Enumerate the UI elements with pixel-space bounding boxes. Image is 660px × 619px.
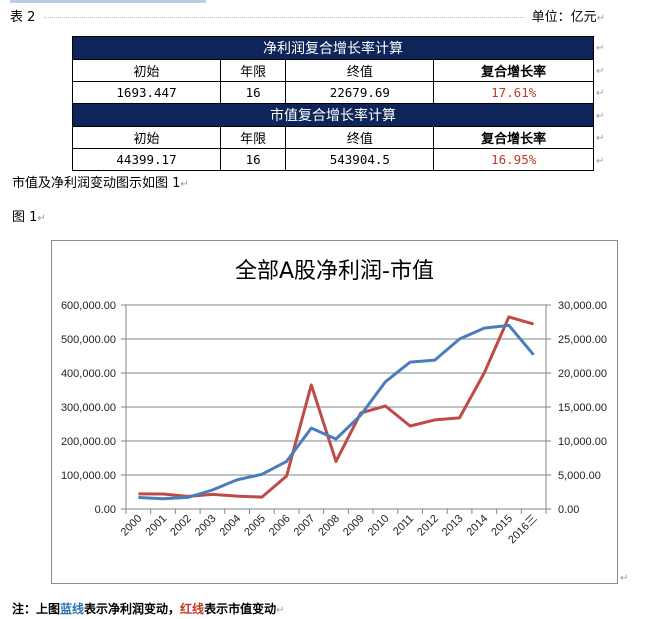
svg-text:2014: 2014 bbox=[465, 513, 491, 539]
chart-note: 注：上图蓝线表示净利润变动，红线表示市值变动↵ bbox=[12, 602, 285, 616]
svg-text:2013: 2013 bbox=[440, 513, 466, 539]
paragraph-mark: ↵ bbox=[620, 573, 629, 584]
growth-rate-table: 净利润复合增长率计算 初始 年限 终值 复合增长率 1693.447 16 22… bbox=[71, 36, 594, 171]
svg-text:5,000.00: 5,000.00 bbox=[558, 470, 601, 482]
svg-text:2000: 2000 bbox=[119, 513, 145, 539]
svg-text:2011: 2011 bbox=[391, 513, 416, 538]
net-profit-final: 22679.69 bbox=[285, 81, 435, 104]
red-line-label: 红线 bbox=[180, 602, 205, 616]
col-final: 终值 bbox=[285, 126, 435, 149]
row-end-marks: ↵ ↵ ↵ ↵ ↵ ↵ bbox=[596, 43, 605, 167]
svg-text:2003: 2003 bbox=[193, 513, 219, 539]
net-profit-years: 16 bbox=[220, 81, 287, 104]
line-chart: 全部A股净利润-市值 0.00 0.00 100,000.00 5,000.00 200… bbox=[51, 240, 618, 584]
col-years: 年限 bbox=[220, 126, 287, 149]
net-profit-initial: 1693.447 bbox=[71, 81, 222, 104]
table-label: 表 2 bbox=[10, 6, 38, 25]
market-value-initial: 44399.17 bbox=[71, 148, 222, 171]
svg-text:200,000.00: 200,000.00 bbox=[61, 436, 116, 448]
col-final: 终值 bbox=[285, 59, 435, 82]
svg-text:2001: 2001 bbox=[143, 513, 169, 539]
unit-label: 单位：亿元↵ bbox=[531, 10, 605, 25]
col-cagr: 复合增长率 bbox=[433, 126, 594, 149]
svg-text:300,000.00: 300,000.00 bbox=[61, 402, 116, 414]
col-years: 年限 bbox=[220, 59, 287, 82]
svg-text:20,000.00: 20,000.00 bbox=[558, 368, 607, 380]
svg-text:2006: 2006 bbox=[267, 513, 293, 539]
svg-text:500,000.00: 500,000.00 bbox=[61, 334, 116, 346]
market-value-years: 16 bbox=[220, 148, 287, 171]
svg-text:2012: 2012 bbox=[415, 513, 441, 539]
net-profit-line bbox=[138, 323, 535, 501]
svg-text:2010: 2010 bbox=[366, 513, 392, 539]
svg-text:2004: 2004 bbox=[217, 513, 243, 539]
chart-title: 全部A股净利润-市值 bbox=[235, 259, 434, 284]
col-cagr: 复合增长率 bbox=[433, 59, 594, 82]
col-initial: 初始 bbox=[71, 126, 222, 149]
col-initial: 初始 bbox=[71, 59, 222, 82]
table-header-line: 表 2 单位：亿元↵ bbox=[10, 6, 605, 25]
svg-text:2002: 2002 bbox=[168, 513, 194, 539]
svg-text:0.00: 0.00 bbox=[558, 504, 579, 516]
selection-bar bbox=[10, 0, 206, 3]
net-profit-table-title: 净利润复合增长率计算 bbox=[72, 36, 594, 60]
svg-text:2008: 2008 bbox=[316, 513, 342, 539]
svg-text:2009: 2009 bbox=[341, 513, 367, 539]
blue-line-label: 蓝线 bbox=[60, 602, 85, 616]
chart-plot: 0.00 0.00 100,000.00 5,000.00 200,000.00 10,0… bbox=[61, 300, 607, 546]
market-value-table-title: 市值复合增长率计算 bbox=[72, 103, 594, 127]
svg-text:30,000.00: 30,000.00 bbox=[558, 300, 607, 312]
svg-text:10,000.00: 10,000.00 bbox=[558, 436, 607, 448]
svg-text:2007: 2007 bbox=[292, 513, 318, 539]
svg-text:100,000.00: 100,000.00 bbox=[61, 470, 116, 482]
figure-label: 图 1↵ bbox=[12, 210, 46, 225]
market-value-final: 543904.5 bbox=[285, 148, 435, 171]
svg-text:600,000.00: 600,000.00 bbox=[61, 300, 116, 312]
market-value-line bbox=[138, 315, 535, 499]
svg-text:400,000.00: 400,000.00 bbox=[61, 368, 116, 380]
svg-text:0.00: 0.00 bbox=[95, 504, 116, 516]
svg-text:2005: 2005 bbox=[242, 513, 268, 539]
svg-text:15,000.00: 15,000.00 bbox=[558, 402, 607, 414]
intro-paragraph: 市值及净利润变动图示如图 1↵ bbox=[12, 176, 189, 191]
net-profit-cagr: 17.61% bbox=[433, 81, 594, 104]
market-value-cagr: 16.95% bbox=[433, 148, 594, 171]
svg-text:25,000.00: 25,000.00 bbox=[558, 334, 607, 346]
leader-dots bbox=[44, 17, 525, 18]
